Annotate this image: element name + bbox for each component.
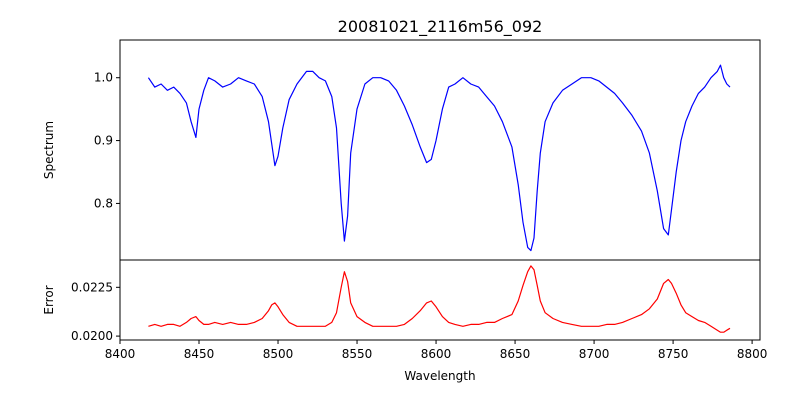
chart-title: 20081021_2116m56_092 [338, 17, 543, 37]
error-y-tick-label: 0.0225 [71, 280, 113, 294]
spectrum-y-axis-label: Spectrum [42, 121, 56, 179]
x-tick-label: 8400 [105, 347, 136, 361]
x-tick-label: 8800 [737, 347, 768, 361]
error-y-tick-label: 0.0200 [71, 329, 113, 343]
x-tick-label: 8750 [658, 347, 689, 361]
x-tick-label: 8600 [421, 347, 452, 361]
spectrum-y-tick-label: 1.0 [94, 71, 113, 85]
x-tick-label: 8700 [579, 347, 610, 361]
spectrum-y-tick-label: 0.8 [94, 196, 113, 210]
x-axis-label: Wavelength [404, 369, 475, 383]
error-axes-frame [119, 259, 761, 341]
error-y-axis-label: Error [42, 285, 56, 314]
error-plot-area [148, 265, 731, 333]
error-panel: Error Wavelength 0.0200 0.0225 8400 8450 850… [42, 259, 768, 383]
spectrum-series-line-0 [147, 64, 731, 252]
spectrum-plot-area [147, 64, 731, 252]
error-series-line-0 [148, 265, 731, 333]
spectrum-y-tick-label: 0.9 [94, 134, 113, 148]
x-tick-label: 8550 [342, 347, 373, 361]
x-tick-label: 8500 [263, 347, 294, 361]
x-tick-label: 8650 [500, 347, 531, 361]
x-tick-label: 8450 [184, 347, 215, 361]
